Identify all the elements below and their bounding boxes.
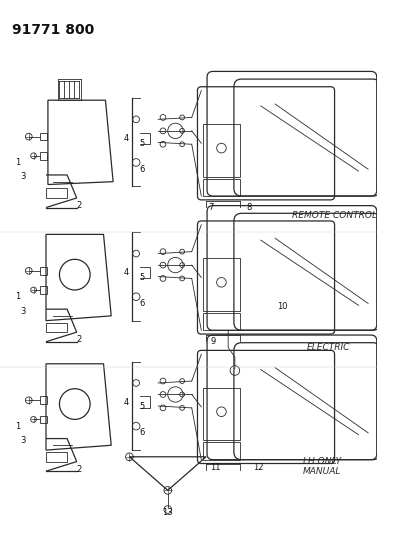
Text: 1: 1 [15, 292, 20, 301]
Text: 1: 1 [15, 422, 20, 431]
Text: 5: 5 [139, 402, 145, 411]
Text: LH ONLY: LH ONLY [303, 457, 341, 466]
Text: 7: 7 [208, 203, 213, 212]
Bar [46, 188, 67, 198]
Text: 11: 11 [210, 463, 221, 472]
Text: REMOTE CONTROL: REMOTE CONTROL [292, 211, 377, 220]
Text: 4: 4 [124, 268, 129, 277]
Bar [40, 416, 47, 423]
Bar [203, 124, 240, 177]
Text: MANUAL: MANUAL [303, 467, 341, 475]
Text: 12: 12 [253, 463, 264, 472]
Text: 6: 6 [139, 299, 145, 308]
Text: 6: 6 [139, 165, 145, 174]
Text: 8: 8 [246, 203, 252, 212]
Bar [40, 133, 47, 140]
Bar [203, 388, 240, 440]
Bar [203, 259, 240, 311]
Bar [46, 452, 67, 462]
Text: 1: 1 [15, 158, 20, 167]
Bar [40, 286, 47, 294]
Bar [40, 267, 47, 274]
Text: 2: 2 [76, 335, 81, 344]
Bar [40, 397, 47, 404]
Text: 4: 4 [124, 134, 129, 143]
Text: 4: 4 [124, 398, 129, 407]
Text: 3: 3 [20, 306, 26, 316]
Bar [46, 322, 67, 332]
Bar [203, 442, 240, 459]
Text: ELECTRIC: ELECTRIC [307, 343, 350, 352]
Bar [203, 313, 240, 330]
Text: 3: 3 [20, 436, 26, 445]
Bar [203, 179, 240, 196]
Text: 9: 9 [210, 337, 215, 346]
Text: 13: 13 [162, 508, 173, 517]
Text: 2: 2 [76, 201, 81, 210]
Text: 2: 2 [76, 465, 81, 474]
Text: 91771 800: 91771 800 [11, 23, 94, 37]
Text: 3: 3 [20, 172, 26, 181]
Text: 5: 5 [139, 273, 145, 282]
Text: 5: 5 [139, 139, 145, 148]
Text: 6: 6 [139, 429, 145, 437]
Text: 10: 10 [277, 302, 288, 311]
Bar [40, 152, 47, 159]
